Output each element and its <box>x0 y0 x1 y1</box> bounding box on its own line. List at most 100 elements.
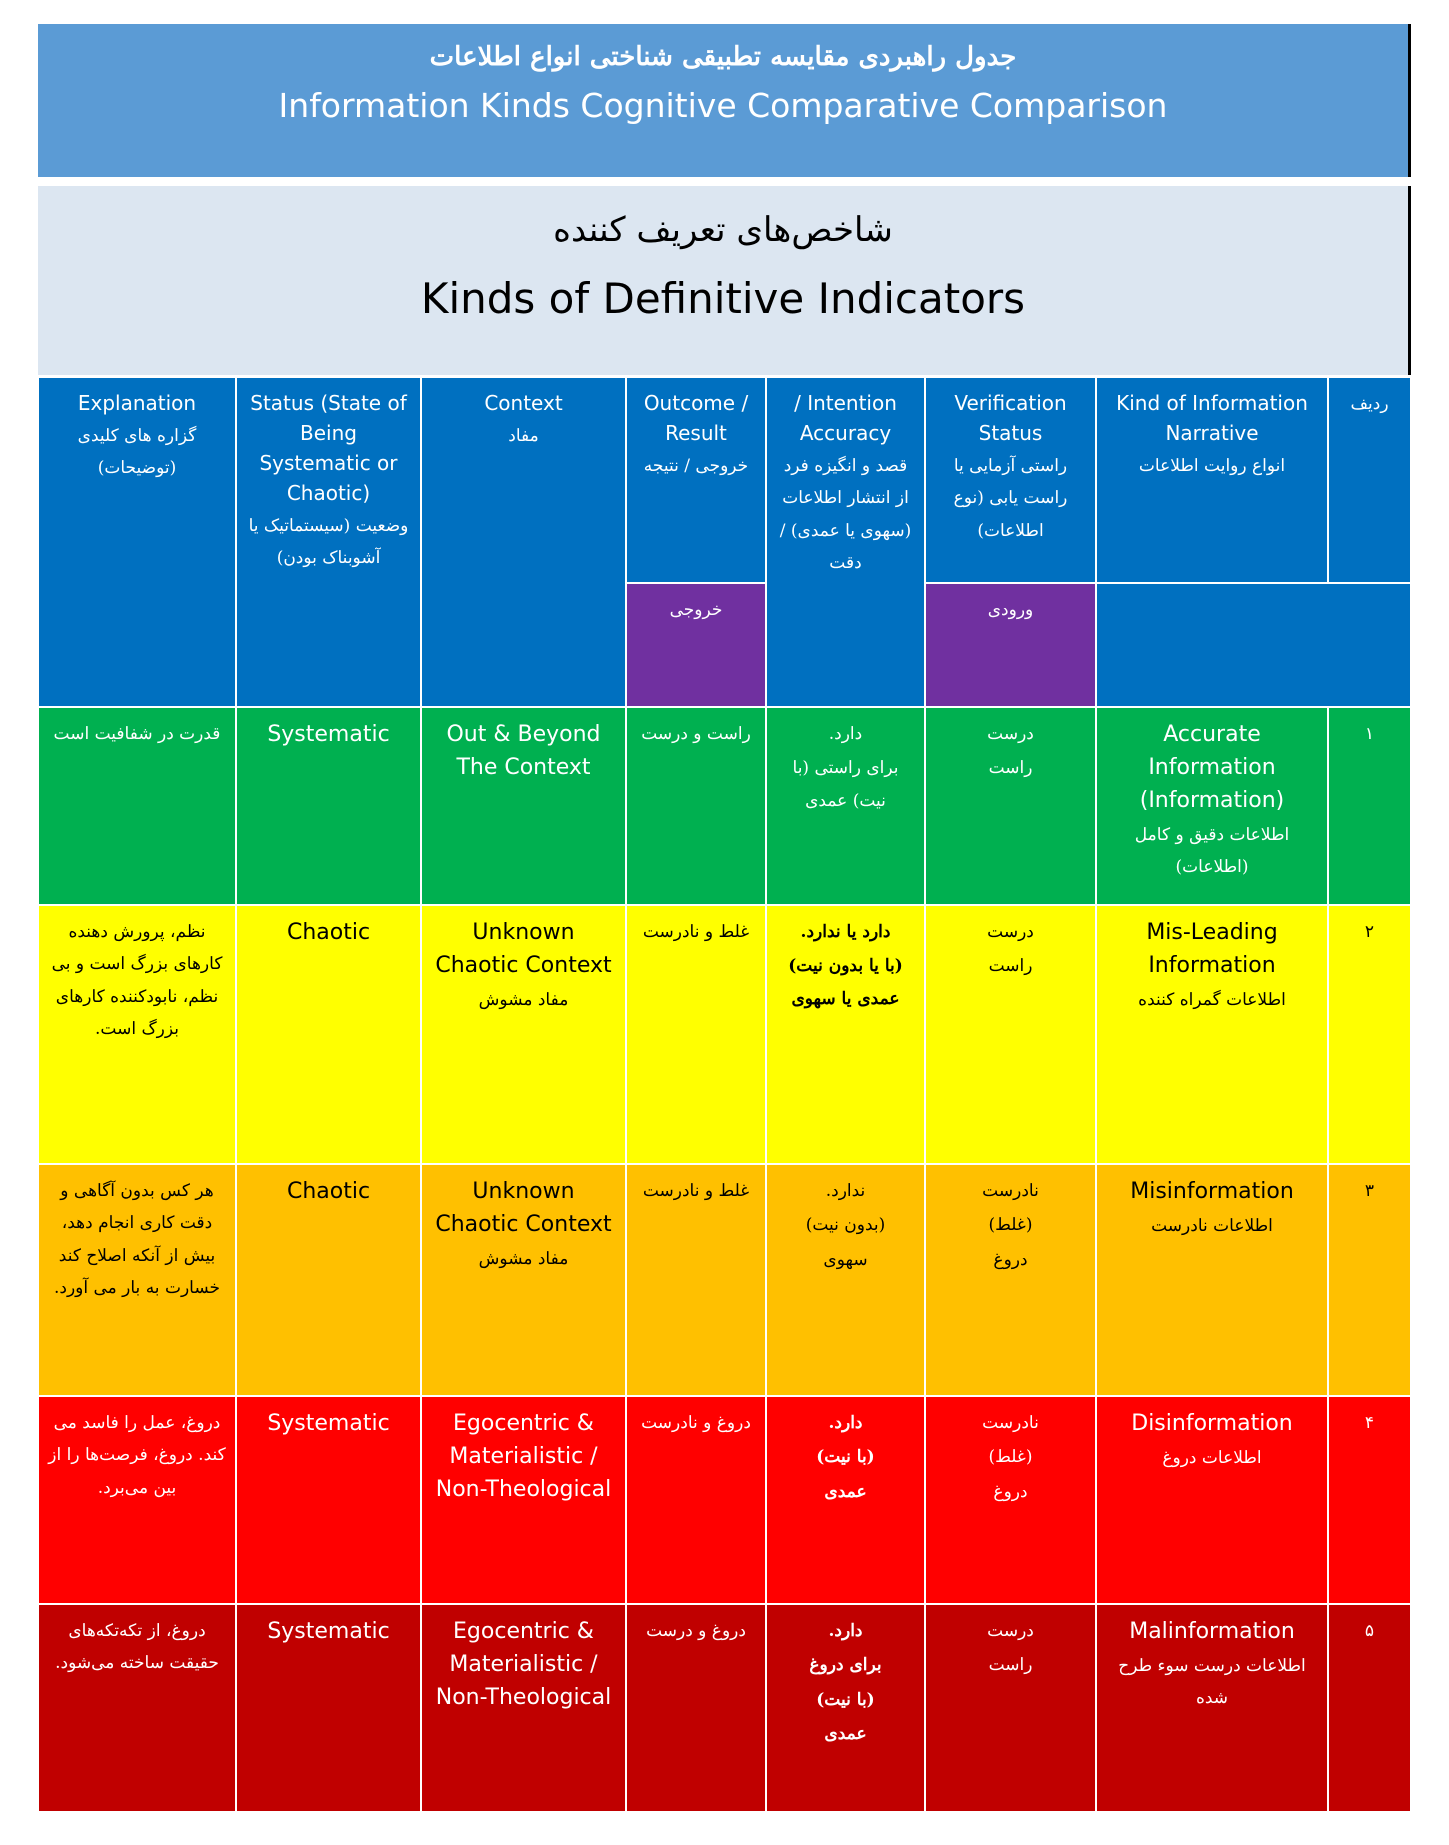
cell-text: وضعیت (سیستماتیک یا آشوبناک بودن) <box>248 516 409 569</box>
cell-text: دروغ و درست <box>646 1621 746 1641</box>
cell-text: راست <box>988 1655 1033 1676</box>
cell-text: راست و درست <box>641 724 751 744</box>
table-cell: قدرت در شفافیت است <box>38 707 236 905</box>
table-cell: درست راست <box>925 905 1096 1164</box>
cell-text: اطلاعات گمراه کننده <box>1138 990 1286 1010</box>
table-cell: نظم، پرورش دهنده کارهای بزرگ است و بی نظ… <box>38 905 236 1164</box>
table-cell: درست راست <box>925 707 1096 905</box>
table-cell: Accurate Information (Information) اطلاعا… <box>1096 707 1328 905</box>
table-cell: Chaotic <box>236 1164 421 1396</box>
table-cell: دارد. (با نیت) عمدی <box>766 1396 925 1604</box>
cell-text: / Intention Accuracy <box>794 391 897 445</box>
cell-text: نادرست <box>982 1413 1039 1433</box>
table-cell: Misinformation اطلاعات نادرست <box>1096 1164 1328 1396</box>
cell-text: Systematic <box>267 722 390 747</box>
cell-text: قدرت در شفافیت است <box>53 724 221 744</box>
table-cell: Malinformation اطلاعات درست سوء طرح شده <box>1096 1604 1328 1812</box>
cell-text: ۱ <box>1364 724 1375 744</box>
cell-text: هر کس بدون آگاهی و دقت کاری انجام دهد، ب… <box>53 1181 221 1298</box>
table-cell: ۱ <box>1328 707 1411 905</box>
cell-text: Out & Beyond The Context <box>446 722 601 780</box>
table-cell: دارد یا ندارد. (با یا بدون نیت) عمدی یا س… <box>766 905 925 1164</box>
table-cell: Mis-Leading Information اطلاعات گمراه کنن… <box>1096 905 1328 1164</box>
header-cell: Explanation گزاره های کلیدی (توضیحات) <box>38 377 236 707</box>
cell-text: Egocentric & Materialistic / Non-Theolog… <box>435 1411 612 1502</box>
table-cell: Systematic <box>236 707 421 905</box>
cell-text: Unknown Chaotic Context <box>435 920 612 978</box>
cell-text: دروغ، از تکه‌تکه‌های حقیقت ساخته می‌شود. <box>55 1621 219 1674</box>
cell-text: Status (State of Being Systematic or Cha… <box>250 391 407 505</box>
cell-text: ورودی <box>987 600 1034 620</box>
cell-text: دارد. <box>828 1413 863 1433</box>
table-cell: ۴ <box>1328 1396 1411 1604</box>
header-sub-cell: ورودی <box>925 583 1096 707</box>
cell-text: راست <box>988 758 1033 779</box>
cell-text: Disinformation <box>1131 1411 1293 1436</box>
table-cell: ۵ <box>1328 1604 1411 1812</box>
cell-text: نظم، پرورش دهنده کارهای بزرگ است و بی نظ… <box>51 922 223 1039</box>
cell-text: عمدی <box>824 1723 867 1744</box>
header-cell: Kind of Information Narrative انواع روایت… <box>1096 377 1328 583</box>
cell-text: ردیف <box>1350 394 1389 414</box>
table-cell: ۲ <box>1328 905 1411 1164</box>
cell-text: غلط و نادرست <box>642 922 750 942</box>
table-cell: دارد. برای دروغ (با نیت) عمدی <box>766 1604 925 1812</box>
table-cell: Out & Beyond The Context <box>421 707 626 905</box>
cell-text: Kind of Information Narrative <box>1116 391 1308 445</box>
cell-text: (با یا بدون نیت) عمدی یا سهوی <box>788 956 903 1009</box>
title-box: جدول راهبردی مقایسه تطبیقی شناختی انواع … <box>38 24 1411 177</box>
cell-text: گزاره های کلیدی (توضیحات) <box>77 426 197 479</box>
cell-text: دارد. <box>828 724 863 744</box>
cell-text: مفاد مشوش <box>478 1249 569 1269</box>
header-sub-cell <box>1096 583 1411 707</box>
cell-text: (با نیت) <box>816 1447 875 1468</box>
cell-text: Systematic <box>267 1411 390 1436</box>
cell-text: Verification Status <box>954 391 1067 445</box>
cell-text: اطلاعات دقیق و کامل (اطلاعات) <box>1134 825 1290 878</box>
cell-text: Egocentric & Materialistic / Non-Theolog… <box>435 1619 612 1710</box>
cell-text: ندارد. <box>825 1181 866 1201</box>
table-cell: Systematic <box>236 1604 421 1812</box>
cell-text: دروغ <box>993 1481 1028 1502</box>
cell-text: درست <box>987 724 1034 744</box>
cell-text: Chaotic <box>286 920 371 945</box>
cell-text: درست <box>987 1621 1034 1641</box>
section-fa: شاخص‌های تعریف کننده <box>553 210 893 250</box>
table-cell: دروغ و درست <box>626 1604 766 1812</box>
cell-text: ۴ <box>1364 1413 1375 1433</box>
cell-text: (غلط) <box>988 1447 1033 1468</box>
title-en: Information Kinds Cognitive Comparative … <box>278 86 1168 125</box>
cell-text: قصد و انگیزه فرد از انتشار اطلاعات (سهوی… <box>779 456 912 573</box>
cell-text: اطلاعات نادرست <box>1151 1216 1273 1236</box>
cell-text: Accurate Information (Information) <box>1139 722 1285 813</box>
cell-text: برای دروغ <box>809 1655 882 1676</box>
table-cell: Unknown Chaotic Context مفاد مشوش <box>421 1164 626 1396</box>
table-cell: نادرست (غلط) دروغ <box>925 1396 1096 1604</box>
cell-text: دروغ، عمل را فاسد می کند. دروغ، فرصت‌ها … <box>48 1413 226 1498</box>
table-cell: Chaotic <box>236 905 421 1164</box>
header-sub-cell: خروجی <box>626 583 766 707</box>
cell-text: دروغ <box>993 1249 1028 1270</box>
cell-text: Unknown Chaotic Context <box>435 1179 612 1237</box>
table-cell: Unknown Chaotic Context مفاد مشوش <box>421 905 626 1164</box>
cell-text: انواع روایت اطلاعات <box>1138 456 1286 476</box>
cell-text: مفاد <box>508 426 539 446</box>
header-cell: Outcome / Result خروجی / نتیجه <box>626 377 766 583</box>
header-cell: Context مفاد <box>421 377 626 707</box>
cell-text: (بدون نیت) <box>805 1215 886 1236</box>
cell-text: Explanation <box>77 391 197 415</box>
table-cell: نادرست (غلط) دروغ <box>925 1164 1096 1396</box>
table-cell: هر کس بدون آگاهی و دقت کاری انجام دهد، ب… <box>38 1164 236 1396</box>
table-cell: غلط و نادرست <box>626 905 766 1164</box>
table-cell: غلط و نادرست <box>626 1164 766 1396</box>
cell-text: دارد. <box>828 1621 863 1641</box>
table-cell: درست راست <box>925 1604 1096 1812</box>
table-cell: Egocentric & Materialistic / Non-Theolog… <box>421 1396 626 1604</box>
cell-text: راست <box>988 956 1033 977</box>
table-cell: Disinformation اطلاعات دروغ <box>1096 1396 1328 1604</box>
cell-text: ۳ <box>1364 1181 1375 1201</box>
cell-text: دارد یا ندارد. <box>800 922 891 942</box>
cell-text: مفاد مشوش <box>478 990 569 1010</box>
cell-text: نادرست <box>982 1181 1039 1201</box>
